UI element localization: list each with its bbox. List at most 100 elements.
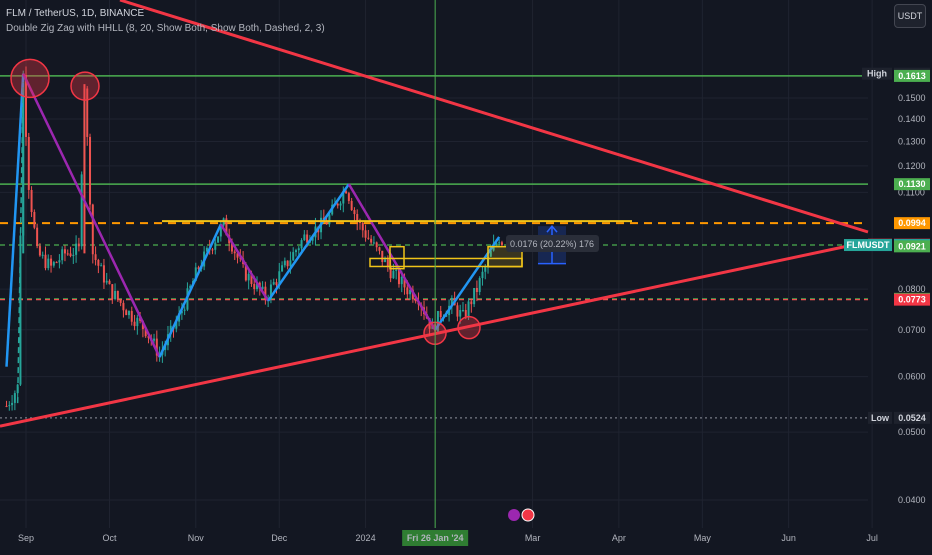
candle-body [381, 250, 384, 263]
candle-body [33, 211, 36, 228]
x-tick-label: 2024 [356, 533, 376, 543]
price-label-tag-bg [862, 67, 892, 80]
price-label-value-bg [894, 411, 930, 424]
candle-body [75, 243, 78, 255]
indicator-legend: Double Zig Zag with HHLL (8, 20, Show Bo… [6, 23, 325, 34]
currency-button[interactable]: USDT [894, 4, 926, 28]
candle-body [389, 266, 392, 279]
candle-body [325, 222, 328, 225]
candle-body [66, 253, 69, 255]
candle-body [361, 222, 364, 231]
measure-label: 0.0176 (20.22%) 176 [510, 239, 594, 249]
x-tick-label: Dec [271, 533, 288, 543]
candle-body [306, 234, 309, 243]
candle-body [122, 302, 125, 311]
price-label[interactable]: Low 0.0524 [868, 411, 930, 424]
x-axis-highlight-label: Fri 26 Jan '24 [407, 533, 464, 543]
candle-body [108, 280, 111, 285]
candle-body [144, 329, 147, 337]
candle-body [253, 283, 256, 290]
candle-body [30, 189, 33, 212]
price-label[interactable]: 0.0994 [894, 217, 930, 230]
candle-body [52, 262, 55, 266]
candle-body [183, 309, 186, 311]
candle-body [292, 252, 295, 261]
x-tick-label: Mar [525, 533, 541, 543]
candle-body [189, 285, 192, 289]
candle-body [475, 287, 478, 293]
candle-body [403, 276, 406, 288]
candle-body [459, 310, 462, 317]
candle-body [364, 230, 367, 238]
pivot-highlight-circle [457, 315, 481, 340]
y-tick-label: 0.1500 [898, 93, 926, 103]
price-label[interactable]: 0.0773 [894, 293, 930, 306]
candle-body [359, 221, 361, 223]
candle-body [153, 338, 156, 341]
candle-body [125, 310, 128, 316]
measure-label-bg [506, 235, 599, 252]
zigzag-segment [158, 223, 222, 358]
resistance-trend-line [119, 0, 869, 234]
price-label-tag-bg [844, 239, 892, 252]
candle-body [392, 270, 395, 279]
candle-body [130, 311, 133, 322]
candle-body [498, 242, 501, 244]
price-label[interactable]: 0.0921 [894, 240, 930, 253]
price-label[interactable]: 0.1130 [894, 178, 930, 191]
price-label[interactable]: 0.1613 [894, 69, 930, 82]
candle-body [133, 321, 136, 327]
candle-body [136, 317, 139, 327]
candle-body [214, 242, 217, 250]
zigzag-segment [219, 223, 270, 302]
candle-body [370, 238, 373, 243]
y-tick-label: 0.1100 [898, 187, 925, 197]
candle-body [478, 278, 481, 293]
zigzag-segment [347, 183, 437, 331]
candle-body [119, 299, 122, 303]
candle-body [300, 240, 303, 249]
y-tick-label: 0.0600 [898, 372, 926, 382]
candle-body [464, 309, 467, 317]
candle-body [342, 191, 345, 204]
candle-body [336, 203, 339, 206]
symbol-title: FLM / TetherUS, 1D, BINANCE [6, 8, 145, 19]
candle-body [378, 247, 381, 251]
price-label-value: 0.0524 [898, 413, 926, 423]
candle-body [500, 242, 503, 245]
zigzag-dashed-segment [16, 82, 24, 404]
price-label-value-bg [894, 69, 930, 82]
candle-body [397, 269, 400, 285]
candle-body [244, 264, 247, 281]
price-label-value-bg [894, 217, 930, 230]
candle-body [450, 298, 453, 306]
candle-body [47, 258, 50, 269]
candle-body [77, 243, 80, 247]
candle-body [489, 250, 492, 257]
y-tick-label: 0.0700 [898, 325, 926, 335]
candle-body [211, 249, 214, 251]
candle-body [395, 269, 398, 271]
candle-body [456, 305, 459, 317]
y-tick-label: 0.0800 [898, 284, 926, 294]
candle-body [197, 267, 200, 269]
candle-body [72, 254, 75, 257]
candle-body [91, 204, 94, 255]
x-tick-label: Sep [18, 533, 34, 543]
zigzag-segment [22, 73, 161, 358]
lightning-event-icon[interactable] [508, 509, 520, 521]
candle-body [484, 266, 487, 272]
candle-body [281, 265, 284, 272]
candle-body [63, 249, 66, 254]
candle-body [61, 249, 64, 261]
candle-body [155, 338, 158, 356]
y-tick-label: 0.1400 [898, 114, 926, 124]
zigzag-segment [5, 73, 25, 367]
flag-event-icon[interactable] [521, 508, 535, 522]
candle-body [236, 253, 239, 258]
candle-body [473, 287, 476, 305]
candle-body [5, 405, 8, 407]
candle-body [303, 234, 306, 241]
